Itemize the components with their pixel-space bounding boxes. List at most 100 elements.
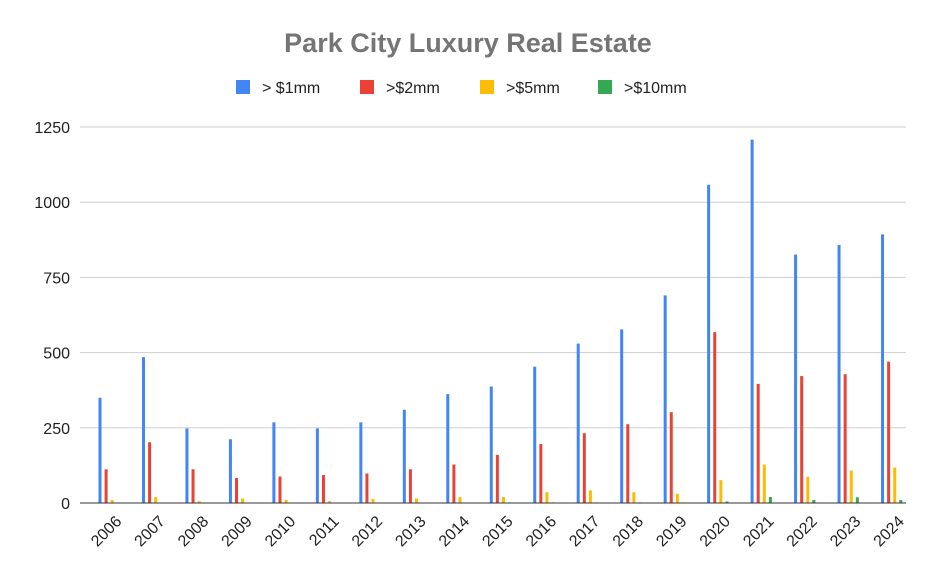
bar-1-2020 [707, 184, 711, 503]
legend-label: > $1mm [262, 80, 320, 97]
bar-1-2009 [228, 439, 232, 503]
bar-1-2013 [402, 409, 406, 503]
x-tick-label: 2010 [262, 513, 299, 550]
bar-1-2007 [141, 357, 145, 503]
legend-swatch [360, 80, 374, 94]
bar-3-2013 [415, 498, 419, 503]
bar-4-2024 [899, 499, 903, 503]
bar-2-2007 [148, 442, 152, 503]
x-tick-label: 2020 [697, 513, 734, 550]
legend-label: >$2mm [386, 80, 440, 97]
bar-1-2014 [446, 394, 450, 503]
x-axis: 2006 2007 2008 2009 2010 2011 2012 2013 2014 2015… [88, 513, 908, 550]
bar-3-2011 [328, 501, 332, 503]
bar-2-2010 [278, 476, 282, 503]
bar-3-2006 [110, 499, 114, 503]
bar-2-2022 [800, 376, 804, 503]
bar-2-2014 [452, 464, 456, 503]
bar-2-2021 [756, 383, 760, 503]
bar-1-2008 [185, 428, 189, 503]
legend: > $1mm >$2mm >$5mm >$10mm [236, 80, 687, 97]
bar-1-2015 [489, 386, 493, 503]
chart-title: Park City Luxury Real Estate [284, 28, 652, 58]
bar-1-2017 [576, 343, 580, 503]
bar-1-2010 [272, 422, 276, 503]
x-tick-label: 2011 [306, 513, 342, 549]
x-tick-label: 2017 [566, 513, 603, 550]
bar-2-2020 [713, 332, 717, 503]
x-tick-label: 2012 [349, 513, 386, 550]
bar-3-2007 [154, 496, 158, 503]
x-tick-label: 2007 [132, 513, 169, 550]
bar-3-2024 [893, 467, 897, 503]
bar-2-2011 [321, 475, 325, 503]
bar-1-2012 [359, 422, 363, 503]
legend-swatch [598, 80, 612, 94]
bar-3-2021 [762, 464, 766, 503]
x-tick-label: 2009 [219, 513, 256, 550]
x-tick-label: 2019 [653, 513, 690, 550]
bar-2-2016 [539, 444, 543, 503]
bar-3-2019 [675, 493, 679, 503]
legend-label: >$10mm [624, 80, 687, 97]
bar-1-2024 [881, 234, 885, 503]
bar-4-2023 [855, 497, 859, 503]
bar-3-2023 [849, 470, 853, 503]
bar-2-2012 [365, 473, 369, 503]
bar-3-2020 [719, 480, 723, 503]
bar-1-2011 [315, 428, 319, 503]
bar-3-2014 [458, 496, 462, 503]
bar-3-2017 [588, 490, 592, 503]
bar-1-2006 [98, 397, 102, 503]
bar-2-2009 [235, 478, 239, 503]
bar-2-2023 [843, 374, 847, 503]
bar-2-2018 [626, 424, 630, 503]
x-tick-label: 2015 [479, 513, 516, 550]
legend-swatch [480, 80, 494, 94]
x-tick-label: 2013 [392, 513, 429, 550]
x-tick-label: 2008 [175, 513, 212, 550]
bar-4-2021 [768, 496, 772, 503]
y-tick-label: 0 [61, 496, 70, 513]
bar-4-2022 [812, 499, 816, 503]
x-tick-label: 2018 [610, 513, 647, 550]
bar-3-2010 [284, 499, 288, 503]
bar-1-2018 [620, 329, 624, 503]
y-tick-label: 500 [43, 346, 70, 363]
bar-3-2008 [197, 501, 201, 503]
y-tick-label: 250 [43, 421, 70, 438]
bar-3-2015 [501, 496, 505, 503]
bar-2-2015 [495, 454, 499, 503]
y-tick-label: 1250 [34, 120, 70, 137]
bar-1-2022 [794, 254, 798, 503]
x-tick-label: 2021 [740, 513, 777, 550]
plot-area [98, 139, 903, 503]
bar-1-2019 [663, 295, 667, 503]
bar-1-2016 [533, 366, 537, 503]
legend-swatch [236, 80, 250, 94]
x-tick-label: 2016 [523, 513, 560, 550]
x-tick-label: 2022 [784, 513, 821, 550]
bar-3-2009 [241, 498, 245, 503]
bar-3-2012 [371, 498, 375, 503]
bar-2-2019 [669, 412, 673, 503]
x-tick-label: 2006 [88, 513, 125, 550]
bar-2-2013 [408, 469, 412, 503]
x-tick-label: 2014 [436, 513, 473, 550]
bar-4-2020 [725, 501, 729, 503]
bar-2-2017 [582, 433, 586, 503]
bar-3-2022 [806, 476, 810, 503]
bar-2-2008 [191, 469, 195, 503]
bar-2-2006 [104, 469, 108, 503]
bar-2-2024 [887, 361, 891, 503]
x-tick-label: 2023 [827, 513, 864, 550]
bar-1-2023 [837, 244, 841, 503]
gridlines [80, 126, 906, 429]
bar-3-2016 [545, 492, 549, 503]
y-tick-label: 1000 [34, 195, 70, 212]
bar-1-2021 [750, 139, 754, 503]
y-tick-label: 750 [43, 270, 70, 287]
legend-label: >$5mm [506, 80, 560, 97]
y-axis: 0 250 500 750 1000 1250 [34, 120, 70, 513]
